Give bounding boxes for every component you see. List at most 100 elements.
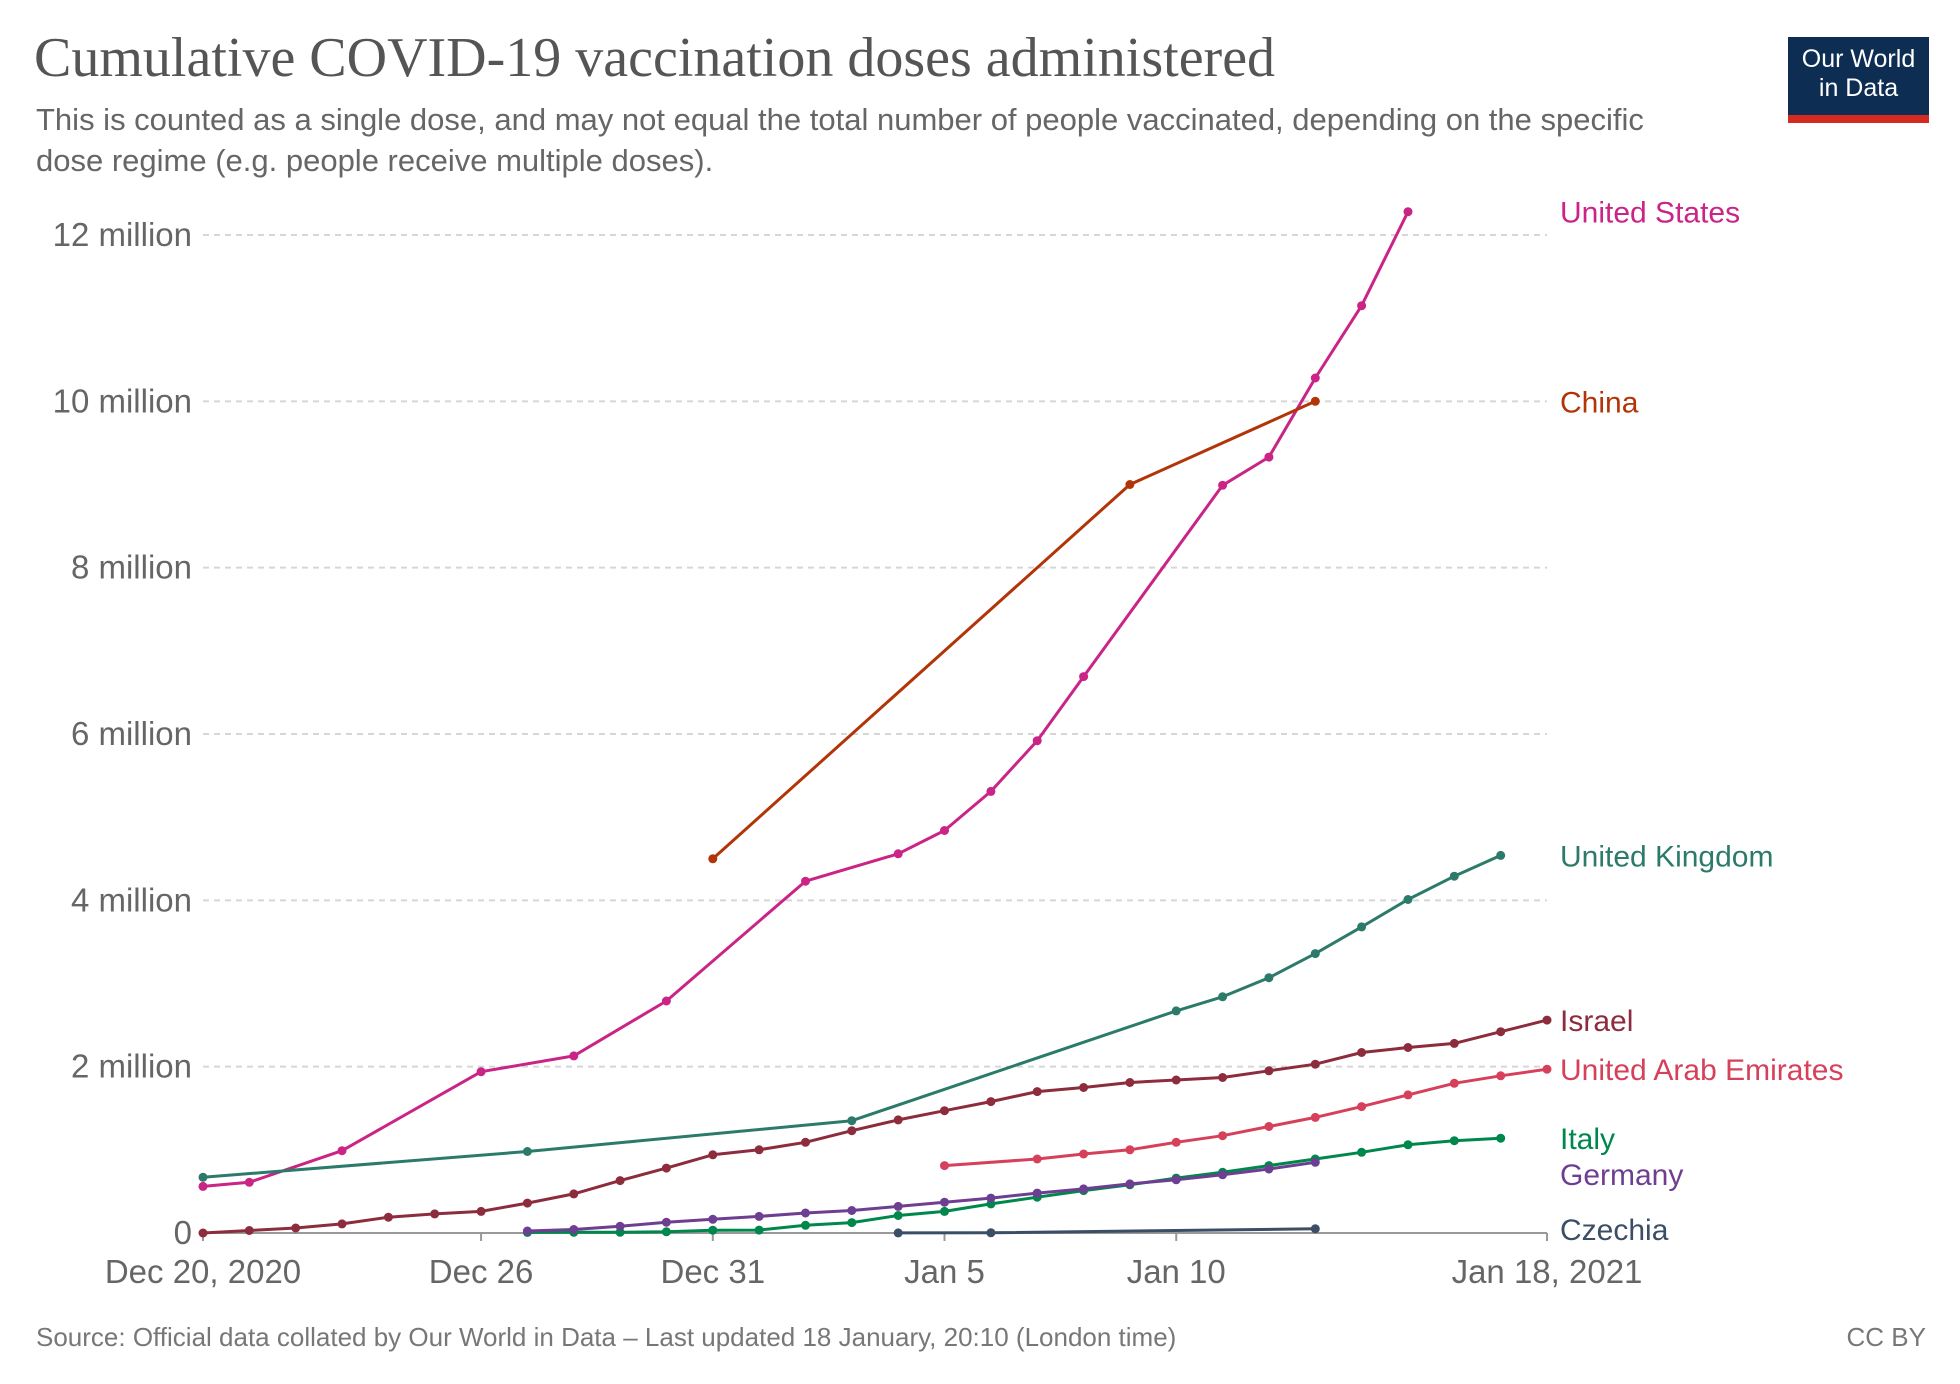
data-point (1218, 1073, 1228, 1082)
data-point (1218, 480, 1228, 490)
data-point (1264, 973, 1274, 983)
data-point (569, 1225, 579, 1234)
series-lines (198, 207, 1552, 1238)
data-point (847, 1206, 857, 1215)
data-point (1403, 1043, 1413, 1052)
data-point (1357, 1102, 1367, 1112)
series-label: Israel (1560, 1005, 1633, 1038)
data-point (940, 1161, 949, 1171)
y-tick-label: 12 million (53, 216, 192, 253)
data-point (198, 1181, 208, 1191)
data-point (1125, 1179, 1135, 1189)
y-tick-label: 2 million (71, 1048, 192, 1085)
data-point (708, 1150, 718, 1160)
data-point (661, 1217, 671, 1227)
data-point (1218, 1170, 1228, 1180)
data-point (708, 1214, 718, 1224)
data-point (1125, 1145, 1135, 1155)
data-point (661, 996, 671, 1006)
data-point (940, 1197, 949, 1207)
data-point (383, 1212, 393, 1222)
data-point (1032, 736, 1042, 746)
x-tick-label: Jan 10 (1127, 1253, 1226, 1290)
logo-line-2: in Data (1818, 74, 1899, 102)
data-point (1171, 1006, 1181, 1016)
data-point (522, 1147, 532, 1156)
data-point (1403, 895, 1413, 904)
data-point (569, 1051, 579, 1061)
data-point (1079, 1184, 1089, 1194)
data-point (986, 786, 996, 796)
y-tick-label: 6 million (71, 715, 192, 752)
data-point (940, 1106, 949, 1116)
data-point (1449, 1038, 1459, 1048)
data-point (893, 1211, 903, 1220)
data-point (1310, 949, 1320, 959)
data-point (893, 849, 903, 859)
data-point (801, 1137, 810, 1147)
data-point (1310, 373, 1320, 383)
data-point (1357, 1147, 1367, 1157)
series-label: Germany (1560, 1159, 1683, 1192)
data-point (1125, 1078, 1135, 1087)
data-point (1310, 1157, 1320, 1167)
data-point (847, 1116, 857, 1126)
data-point (986, 1193, 996, 1203)
data-point (801, 1220, 810, 1230)
data-point (1079, 1083, 1089, 1092)
chart-subtitle: This is counted as a single dose, and ma… (36, 102, 1644, 178)
data-point (1032, 1154, 1042, 1164)
data-point (1496, 1027, 1506, 1037)
data-point (1449, 1078, 1459, 1088)
data-point (1310, 1112, 1320, 1122)
data-point (1079, 1149, 1089, 1159)
data-point (522, 1226, 532, 1236)
data-point (1079, 672, 1089, 682)
data-point (708, 854, 718, 864)
source-note: Source: Official data collated by Our Wo… (36, 1322, 1177, 1352)
data-point (1357, 922, 1367, 932)
x-tick-label: Jan 5 (904, 1253, 985, 1290)
data-point (1032, 1188, 1042, 1198)
series-line (202, 211, 1410, 1188)
data-point (291, 1223, 301, 1233)
series-line (202, 1018, 1548, 1235)
data-point (940, 826, 949, 835)
data-point (1264, 452, 1274, 462)
data-point (569, 1189, 579, 1199)
y-tick-label: 4 million (71, 881, 192, 918)
gridlines (203, 234, 1547, 1068)
data-point (801, 876, 810, 886)
data-point (754, 1211, 764, 1221)
data-point (198, 1228, 208, 1238)
data-point (847, 1218, 857, 1228)
data-point (893, 1115, 903, 1125)
data-point (986, 1097, 996, 1107)
data-point (1496, 1133, 1506, 1143)
series-label: China (1560, 386, 1639, 419)
owid-logo[interactable]: Our World in Data (1788, 37, 1929, 123)
data-point (1403, 1140, 1413, 1150)
data-point (1032, 1087, 1042, 1097)
series-label: Czechia (1560, 1214, 1669, 1247)
data-point (615, 1221, 625, 1231)
data-point (522, 1198, 532, 1208)
data-point (337, 1146, 347, 1156)
series-line (527, 1136, 1501, 1234)
data-point (1542, 1015, 1552, 1025)
license-link[interactable]: CC BY (1846, 1322, 1926, 1352)
data-point (198, 1172, 208, 1182)
data-point (1357, 301, 1367, 311)
x-tick-label: Dec 26 (429, 1253, 534, 1290)
data-point (893, 1228, 903, 1238)
data-point (476, 1067, 486, 1077)
data-point (708, 1225, 718, 1235)
y-tick-label: 10 million (53, 382, 192, 419)
series-line (527, 1160, 1316, 1233)
data-point (754, 1145, 764, 1155)
data-point (940, 1206, 949, 1216)
data-point (893, 1201, 903, 1211)
data-point (1171, 1137, 1181, 1147)
data-point (1403, 1090, 1413, 1100)
